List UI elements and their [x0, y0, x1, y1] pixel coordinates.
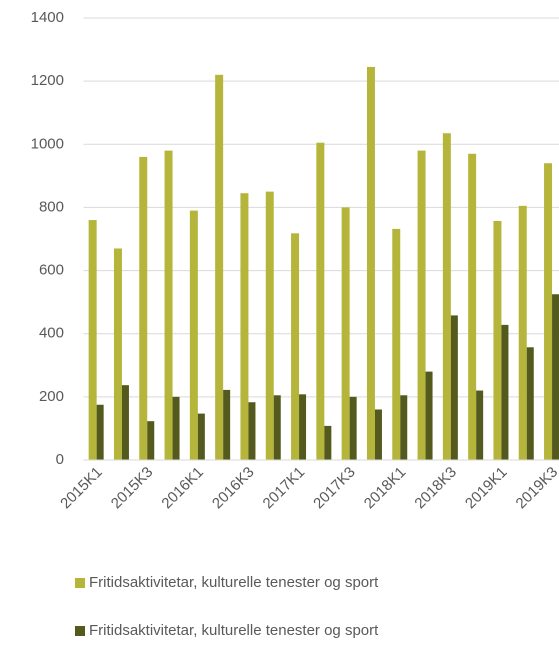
- x-tick-label: 2019K3: [513, 464, 559, 513]
- bar: [392, 228, 401, 460]
- bar: [316, 142, 325, 460]
- x-tick-label: 2017K1: [260, 464, 309, 513]
- bar: [139, 156, 148, 460]
- x-tick-label: 2016K3: [209, 464, 258, 513]
- legend-label: Fritidsaktivitetar, kulturelle tenester …: [89, 622, 379, 639]
- y-tick-label: 1000: [31, 135, 64, 152]
- x-tick-label: 2016K1: [158, 464, 207, 513]
- bar: [88, 220, 97, 460]
- bar: [400, 395, 408, 460]
- bar: [417, 150, 426, 460]
- bar: [374, 409, 382, 460]
- y-tick-label: 400: [39, 325, 64, 342]
- bar: [189, 210, 198, 460]
- bar: [248, 402, 256, 460]
- legend-label: Fritidsaktivitetar, kulturelle tenester …: [89, 574, 379, 591]
- y-tick-label: 0: [56, 451, 64, 468]
- bar: [121, 385, 129, 460]
- y-tick-label: 1200: [31, 72, 64, 89]
- bar: [366, 66, 375, 460]
- legend-swatch: [75, 626, 85, 636]
- bar: [147, 421, 155, 460]
- bar: [291, 233, 300, 460]
- bar: [518, 205, 527, 460]
- bar: [240, 193, 249, 460]
- bar: [476, 390, 484, 460]
- bar: [468, 153, 477, 460]
- x-tick-label: 2015K1: [57, 464, 106, 513]
- bar: [544, 163, 553, 460]
- y-tick-label: 800: [39, 198, 64, 215]
- bar: [493, 221, 502, 460]
- bar: [265, 191, 274, 460]
- x-tick-label: 2015K3: [108, 464, 157, 513]
- bar: [299, 394, 307, 460]
- bar: [552, 294, 559, 460]
- bar: [223, 389, 231, 460]
- x-tick-label: 2018K1: [361, 464, 410, 513]
- bar: [442, 133, 451, 460]
- legend-swatch: [75, 578, 85, 588]
- x-tick-label: 2019K1: [462, 464, 511, 513]
- bar: [215, 74, 224, 460]
- bar: [450, 315, 458, 460]
- bar: [172, 396, 180, 460]
- bar: [113, 248, 122, 460]
- bar: [197, 413, 205, 460]
- y-tick-label: 200: [39, 388, 64, 405]
- y-tick-label: 1400: [31, 9, 64, 26]
- bar: [349, 396, 357, 460]
- bar: [341, 207, 350, 460]
- bar: [273, 395, 281, 460]
- bar: [526, 347, 534, 460]
- x-tick-label: 2018K3: [411, 464, 460, 513]
- bar: [164, 150, 173, 460]
- bar: [425, 371, 433, 460]
- bar: [324, 425, 332, 460]
- x-tick-label: 2017K3: [310, 464, 359, 513]
- y-tick-label: 600: [39, 262, 64, 279]
- bar: [501, 324, 509, 460]
- bar: [96, 404, 104, 460]
